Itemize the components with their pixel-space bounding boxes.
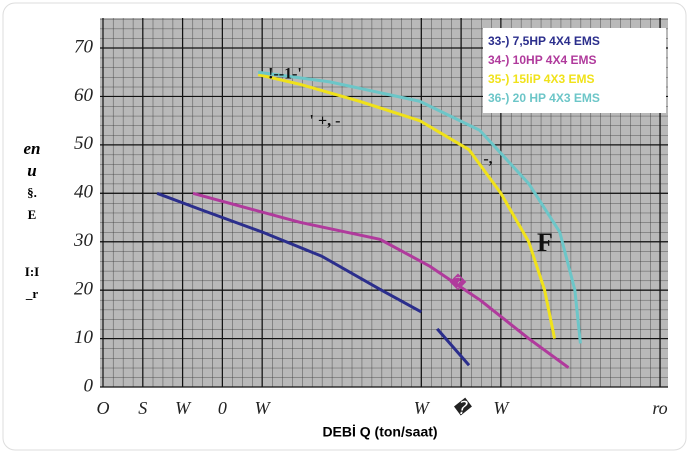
series-line [257,70,582,344]
legend-box [483,28,666,113]
y-tick-label: 30 [73,230,94,251]
y-axis-label: u [27,161,36,180]
y-tick-label: 20 [74,279,94,300]
y-axis-label: _r [25,286,39,301]
x-tick-label: O [97,398,110,418]
annotation: ' +, - [310,113,341,130]
y-axis-label: en [24,139,41,158]
x-tick-label: S [138,398,147,418]
legend-label: 35-) 15liP 4X3 EMS [488,72,595,86]
legend-label: 36-) 20 HP 4X3 EMS [488,91,600,105]
series-line [257,73,557,339]
x-tick-label: � [452,397,473,418]
annotation: F [537,228,553,257]
x-axis-title: DEBİ Q (ton/saat) [322,424,437,440]
y-axis-label: E [28,207,37,222]
annotation: � [449,273,467,293]
y-tick-label: 40 [74,182,94,203]
y-tick-label: 10 [74,327,94,348]
annotation: !--1-' [268,66,302,83]
x-tick-label: W [414,398,431,418]
series-line [192,191,570,369]
legend-label: 34-) 10HP 4X4 EMS [488,53,597,67]
y-tick-label: 0 [84,375,94,396]
legend-label: 33-) 7,5HP 4X4 EMS [488,34,600,48]
y-tick-label: 70 [74,36,94,57]
series-line [156,191,471,367]
y-tick-label: 60 [74,85,94,106]
y-axis-label: I:I [25,264,39,279]
x-tick-label: 0 [218,398,227,418]
y-tick-label: 50 [74,133,94,154]
annotation: -, [483,151,492,168]
x-tick-label: W [493,398,510,418]
y-axis-label: §. [27,185,37,200]
x-tick-label: W [175,398,192,418]
x-tick-label: W [255,398,272,418]
x-tick-label: ro [652,398,667,418]
